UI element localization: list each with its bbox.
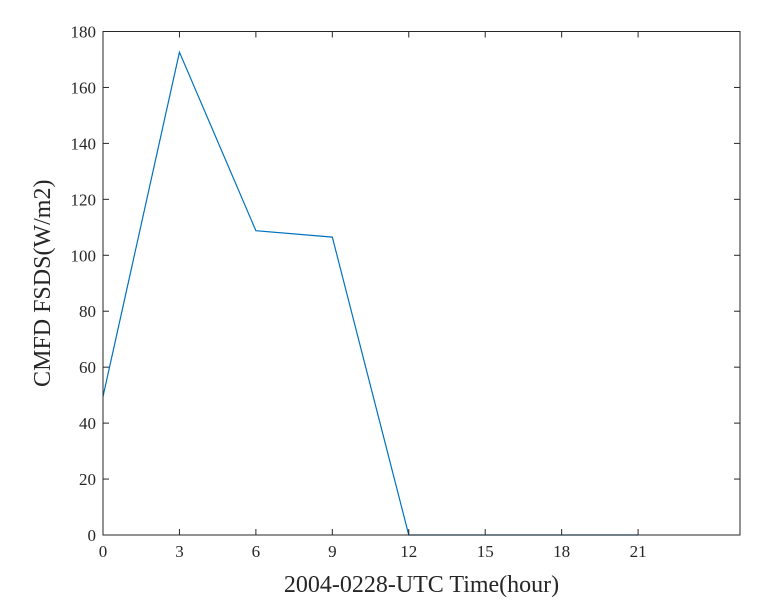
- y-axis-label: CMFD FSDS(W/m2): [30, 180, 56, 387]
- y-tick-label: 40: [79, 414, 96, 433]
- y-tick-label: 140: [71, 134, 97, 153]
- x-tick-label: 21: [630, 542, 647, 561]
- x-tick-label: 15: [477, 542, 494, 561]
- x-tick-label: 9: [328, 542, 337, 561]
- x-axis-label: 2004-0228-UTC Time(hour): [284, 572, 559, 598]
- y-tick-label: 0: [88, 526, 97, 545]
- y-tick-label: 100: [71, 246, 97, 265]
- x-tick-label: 3: [175, 542, 184, 561]
- x-tick-label: 6: [252, 542, 261, 561]
- y-tick-label: 120: [71, 190, 97, 209]
- y-tick-label: 20: [79, 470, 96, 489]
- x-tick-label: 12: [400, 542, 417, 561]
- ticks: 0 3 6 9 12 15 18 21 0 20 40 60 80 100 120 140 160 180: [71, 23, 740, 561]
- x-tick-label: 18: [553, 542, 570, 561]
- plot-marks: [102, 50, 639, 536]
- y-tick-label: 80: [79, 302, 96, 321]
- y-tick-label: 160: [71, 78, 97, 97]
- y-tick-label: 180: [71, 23, 97, 42]
- x-tick-label: 0: [99, 542, 108, 561]
- axes-box: [102, 31, 741, 536]
- series-line: [102, 50, 639, 536]
- y-tick-label: 60: [79, 358, 96, 377]
